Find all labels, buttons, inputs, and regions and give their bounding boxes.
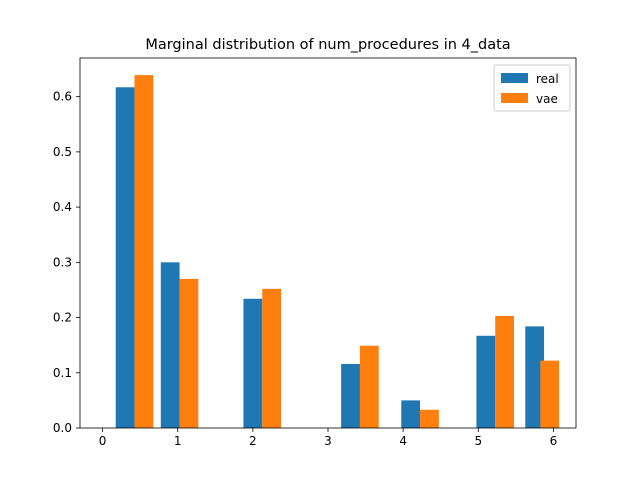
y-tick-label: 0.6	[53, 90, 72, 104]
bars-layer	[115, 75, 560, 429]
x-tick-label: 4	[399, 434, 407, 448]
bar-vae-4	[420, 409, 439, 428]
bar-vae-2	[262, 288, 282, 428]
x-tick-label: 6	[550, 434, 558, 448]
bar-real-6	[525, 326, 545, 428]
bar-vae-6	[540, 360, 560, 428]
y-tick-label: 0.2	[53, 311, 72, 325]
y-tick-label: 0.1	[53, 366, 72, 380]
bar-real-5	[476, 335, 496, 428]
bar-vae-1	[179, 278, 199, 428]
legend-swatch-real	[501, 73, 528, 83]
y-tick-label: 0.4	[53, 200, 72, 214]
bar-vae-5	[495, 315, 514, 428]
legend-label-real: real	[536, 72, 559, 86]
x-tick-label: 3	[324, 434, 332, 448]
bar-vae-3	[359, 345, 379, 428]
y-tick-label: 0.0	[53, 421, 72, 435]
bar-vae-0	[134, 75, 154, 429]
axes-layer: 0 1 2 3 4 5 6 0.0 0.1 0.2 0.3 0.4 0.5 0.6	[53, 57, 577, 448]
x-tick-label: 0	[99, 434, 107, 448]
x-tick-label: 5	[474, 434, 482, 448]
bar-real-4	[401, 400, 421, 428]
x-tick-label: 1	[174, 434, 182, 448]
legend-swatch-vae	[501, 93, 528, 103]
bar-real-0	[115, 87, 135, 429]
legend: real vae	[493, 64, 571, 112]
chart-title: Marginal distribution of num_procedures …	[145, 37, 510, 53]
legend-label-vae: vae	[536, 92, 558, 106]
bar-real-2	[243, 298, 263, 428]
x-tick-label: 2	[249, 434, 257, 448]
bar-real-1	[160, 262, 180, 428]
y-tick-label: 0.5	[53, 145, 72, 159]
bar-real-3	[341, 363, 360, 428]
y-tick-label: 0.3	[53, 255, 72, 269]
